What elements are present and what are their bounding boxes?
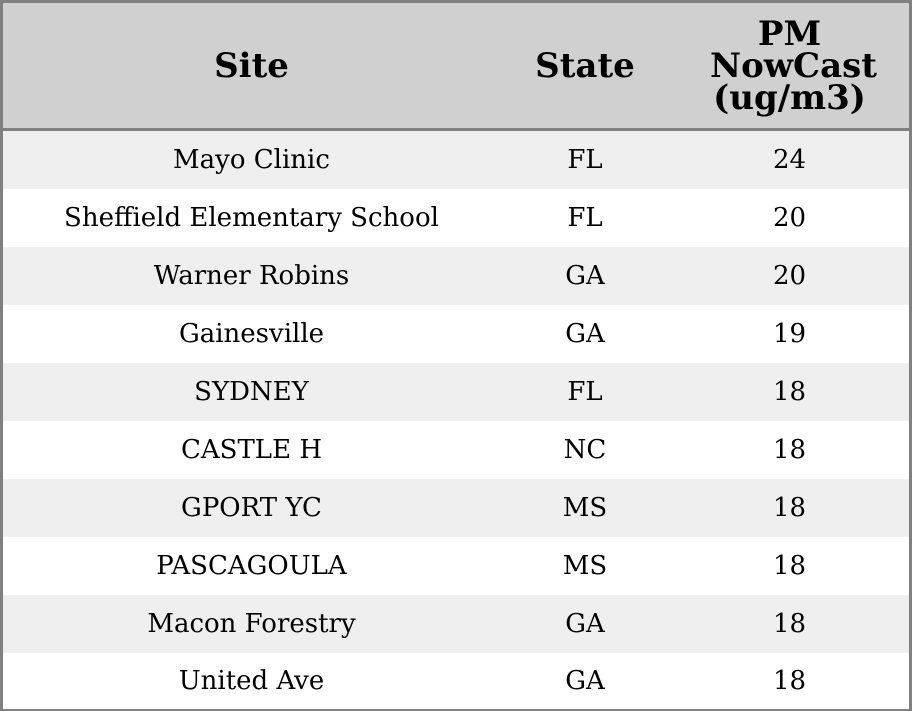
- site-cell: Gainesville: [3, 305, 500, 363]
- pm-value-cell: 18: [670, 595, 909, 653]
- pm-value-cell: 18: [670, 479, 909, 537]
- state-cell: FL: [500, 363, 670, 421]
- table-row: SYDNEY FL 18: [3, 363, 909, 421]
- pm-value-cell: 20: [670, 247, 909, 305]
- state-cell: GA: [500, 305, 670, 363]
- site-cell: United Ave: [3, 653, 500, 709]
- header-row: Site State PM NowCast (ug/m3): [3, 3, 909, 131]
- column-header-state: State: [500, 3, 670, 131]
- site-cell: CASTLE H: [3, 421, 500, 479]
- table-header: Site State PM NowCast (ug/m3): [3, 3, 909, 131]
- pm-value-cell: 24: [670, 129, 909, 189]
- table-row: Warner Robins GA 20: [3, 247, 909, 305]
- table-row: Mayo Clinic FL 24: [3, 129, 909, 189]
- column-header-site: Site: [3, 3, 500, 131]
- pm-value-cell: 18: [670, 363, 909, 421]
- state-cell: FL: [500, 189, 670, 247]
- state-cell: MS: [500, 537, 670, 595]
- site-cell: PASCAGOULA: [3, 537, 500, 595]
- site-cell: Mayo Clinic: [3, 129, 500, 189]
- state-cell: GA: [500, 247, 670, 305]
- state-cell: MS: [500, 479, 670, 537]
- table-row: Gainesville GA 19: [3, 305, 909, 363]
- pm-value-cell: 19: [670, 305, 909, 363]
- table-row: GPORT YC MS 18: [3, 479, 909, 537]
- pm-value-cell: 18: [670, 537, 909, 595]
- pm-value-cell: 18: [670, 653, 909, 709]
- table-row: Sheffield Elementary School FL 20: [3, 189, 909, 247]
- state-cell: GA: [500, 653, 670, 709]
- state-cell: GA: [500, 595, 670, 653]
- site-cell: SYDNEY: [3, 363, 500, 421]
- site-cell: GPORT YC: [3, 479, 500, 537]
- column-header-pm-nowcast: PM NowCast (ug/m3): [670, 3, 909, 131]
- table-row: Macon Forestry GA 18: [3, 595, 909, 653]
- table-row: PASCAGOULA MS 18: [3, 537, 909, 595]
- site-cell: Macon Forestry: [3, 595, 500, 653]
- pm-value-cell: 18: [670, 421, 909, 479]
- state-cell: FL: [500, 129, 670, 189]
- table-row: United Ave GA 18: [3, 653, 909, 709]
- pm-nowcast-table: Site State PM NowCast (ug/m3) Mayo Clini…: [3, 3, 909, 709]
- state-cell: NC: [500, 421, 670, 479]
- pm-value-cell: 20: [670, 189, 909, 247]
- site-cell: Sheffield Elementary School: [3, 189, 500, 247]
- site-cell: Warner Robins: [3, 247, 500, 305]
- table-body: Mayo Clinic FL 24 Sheffield Elementary Scho…: [3, 129, 909, 709]
- table-row: CASTLE H NC 18: [3, 421, 909, 479]
